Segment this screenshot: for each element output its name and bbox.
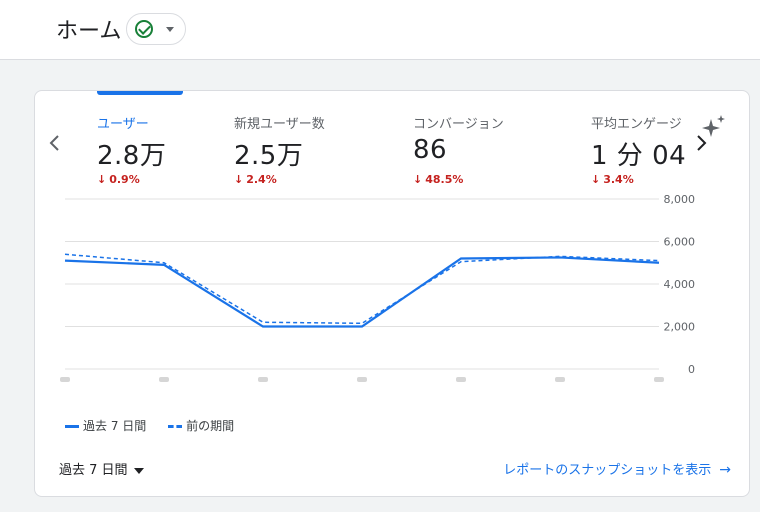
date-range-label: 過去 7 日間: [59, 463, 128, 478]
chevron-right-icon[interactable]: [691, 131, 711, 155]
metric-tab-users[interactable]: ユーザー 2.8万 ↓ 0.9%: [97, 113, 166, 186]
y-tick-label: 8,000: [664, 193, 696, 206]
metric-tab-conversions[interactable]: コンバージョン 86 ↓ 48.5%: [413, 113, 504, 186]
property-status-dropdown[interactable]: [126, 13, 186, 45]
legend-swatch-solid: [65, 425, 79, 428]
metric-delta: ↓ 3.4%: [591, 173, 634, 186]
metric-delta: ↓ 2.4%: [234, 173, 277, 186]
check-circle-icon: [135, 20, 153, 38]
metric-value: 2.8万: [97, 141, 167, 171]
legend-item-previous: 前の期間: [168, 417, 234, 434]
arrow-down-icon: ↓: [413, 173, 423, 186]
metric-label: コンバージョン: [413, 117, 504, 132]
y-tick-label: 4,000: [664, 278, 696, 291]
metric-value: 86: [413, 135, 448, 165]
chart-legend: 過去 7 日間 前の期間: [65, 417, 252, 434]
line-chart: 8,000 6,000 4,000 2,000 0: [60, 193, 696, 382]
x-tick-mark: [654, 377, 664, 382]
legend-item-current: 過去 7 日間: [65, 417, 146, 434]
y-tick-label: 6,000: [664, 236, 696, 249]
metric-delta: ↓ 0.9%: [97, 173, 140, 186]
caret-down-icon: [166, 27, 174, 32]
x-tick-mark: [258, 377, 268, 382]
snapshot-link-label: レポートのスナップショットを表示: [503, 463, 712, 478]
metric-value: 2.5万: [234, 141, 304, 171]
overview-card: ユーザー 2.8万 ↓ 0.9% 新規ユーザー数 2.5万 ↓ 2.4% コンバージ…: [34, 90, 750, 497]
arrow-down-icon: ↓: [97, 173, 107, 186]
x-tick-mark: [555, 377, 565, 382]
metric-label: 新規ユーザー数: [234, 117, 325, 132]
page-title: ホーム: [56, 19, 122, 44]
sparkle-icon[interactable]: [699, 113, 727, 141]
x-tick-mark: [159, 377, 169, 382]
arrow-down-icon: ↓: [591, 173, 601, 186]
metric-value: 1 分 04: [591, 141, 687, 171]
metric-tab-engagement[interactable]: 平均エンゲージ 1 分 04 ↓ 3.4%: [591, 113, 686, 186]
series-line-previous: [64, 253, 660, 325]
date-range-dropdown[interactable]: 過去 7 日間: [59, 459, 144, 478]
caret-down-icon: [133, 467, 144, 474]
view-snapshot-link[interactable]: レポートのスナップショットを表示 →: [503, 459, 731, 478]
y-tick-label: 0: [688, 363, 695, 376]
metric-label: ユーザー: [97, 117, 149, 132]
metric-delta: ↓ 48.5%: [413, 173, 464, 186]
metric-label: 平均エンゲージ: [591, 117, 682, 132]
x-tick-mark: [60, 377, 70, 382]
x-tick-mark: [456, 377, 466, 382]
metric-tab-new-users[interactable]: 新規ユーザー数 2.5万 ↓ 2.4%: [234, 113, 325, 186]
active-tab-indicator: [97, 91, 183, 95]
top-bar: ホーム: [0, 0, 760, 60]
metric-tabs: ユーザー 2.8万 ↓ 0.9% 新規ユーザー数 2.5万 ↓ 2.4% コンバージ…: [35, 91, 687, 187]
legend-swatch-dashed: [168, 425, 183, 428]
arrow-right-icon: →: [719, 462, 731, 478]
chevron-left-icon[interactable]: [45, 131, 65, 155]
series-line-current: [64, 256, 660, 328]
y-tick-label: 2,000: [664, 321, 696, 334]
arrow-down-icon: ↓: [234, 173, 244, 186]
x-tick-mark: [357, 377, 367, 382]
